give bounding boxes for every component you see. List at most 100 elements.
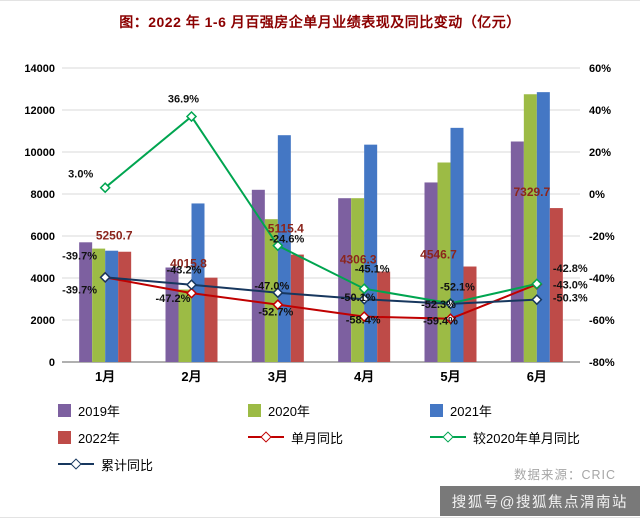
y-axis-tick: 4000 [31, 273, 55, 285]
y2-axis-tick: 20% [589, 147, 611, 159]
bar-value-label: 5115.4 [268, 222, 304, 236]
bar-2019年 [79, 242, 93, 362]
legend-label: 较2020年单月同比 [473, 430, 580, 446]
line-累计同比 [105, 276, 537, 305]
marker-累计同比 [185, 279, 198, 291]
y-axis-tick: 10000 [24, 147, 55, 159]
legend-label: 单月同比 [291, 430, 344, 446]
line-value-label: -45.1% [355, 264, 390, 276]
y-axis-tick: 12000 [24, 105, 55, 117]
bar-2019年 [424, 182, 438, 362]
legend-diamond-icon [260, 430, 272, 443]
y-axis-tick: 2000 [31, 315, 55, 327]
y2-axis-tick: -40% [589, 273, 615, 285]
bar-2020年 [351, 198, 365, 362]
bar-2021年 [105, 250, 119, 362]
legend-diamond-icon [70, 457, 82, 470]
marker-累计同比 [444, 298, 457, 310]
bar-value-label: 7329.7 [513, 185, 550, 199]
line-value-label: -59.4% [423, 316, 458, 328]
x-axis-label: 2月 [181, 369, 201, 384]
bar-2019年 [510, 141, 524, 362]
bar-value-label: 4306.3 [340, 253, 377, 267]
bar-2021年 [191, 203, 205, 362]
y-axis-tick: 14000 [24, 63, 55, 75]
marker-单月同比 [272, 299, 284, 311]
x-axis-label: 1月 [95, 369, 115, 384]
line-value-label: -50.3% [553, 293, 588, 305]
bar-value-label: 5250.7 [96, 229, 133, 243]
marker-较2020年单月同比 [272, 240, 284, 252]
legend-line-marker [248, 430, 284, 443]
legend-line-marker [430, 430, 466, 443]
x-axis-label: 6月 [527, 369, 547, 384]
chart-title: 图：2022 年 1-6 月百强房企单月业绩表现及同比变动（亿元） [119, 14, 521, 30]
x-axis-label: 3月 [268, 369, 288, 384]
legend-color-swatch [58, 430, 71, 444]
bar-2022年 [463, 266, 477, 362]
legend-label: 2022年 [78, 430, 120, 446]
marker-较2020年单月同比 [531, 278, 543, 290]
y-axis-tick: 0 [49, 357, 55, 369]
data-source-label: 数据来源：CRIC [513, 468, 616, 482]
marker-累计同比 [531, 294, 543, 306]
line-value-label: -43.2% [167, 265, 202, 277]
line-value-label: -52.3% [421, 299, 456, 311]
bar-2020年 [92, 248, 106, 362]
legend-line-marker [58, 457, 94, 470]
y2-axis-tick: 0% [589, 189, 605, 201]
marker-较2020年单月同比 [185, 110, 198, 123]
line-value-label: -42.8% [553, 263, 588, 275]
bar-2020年 [437, 162, 451, 362]
bar-2020年 [264, 219, 278, 362]
line-value-label: 36.9% [168, 94, 199, 106]
legend-item-较2020年单月同比: 较2020年单月同比 [430, 427, 598, 447]
line-value-label: -52.1% [440, 281, 475, 293]
legend-item-2021年: 2021年 [430, 400, 598, 420]
line-value-label: -24.6% [269, 234, 304, 246]
line-value-label: -50.1% [341, 292, 376, 304]
line-单月同比 [104, 276, 538, 320]
bar-2020年 [178, 289, 192, 362]
legend-diamond-icon [442, 430, 454, 443]
line-value-label: -43.0% [553, 279, 588, 291]
legend-label: 累计同比 [101, 457, 154, 473]
marker-单月同比 [185, 287, 198, 299]
legend-item-累计同比: 累计同比 [58, 454, 244, 474]
line-较2020年单月同比 [104, 115, 538, 305]
marker-累计同比 [99, 271, 111, 283]
y-axis-tick: 6000 [31, 231, 55, 243]
line-value-label: -39.7% [62, 250, 97, 262]
line-value-label: -39.7% [62, 284, 97, 296]
y2-axis-tick: -60% [589, 315, 615, 327]
marker-单月同比 [358, 311, 370, 323]
marker-单月同比 [444, 313, 457, 325]
line-value-label: 3.0% [68, 169, 93, 181]
bar-2020年 [523, 94, 537, 362]
line-value-label: -52.7% [258, 307, 293, 319]
y2-axis-tick: 40% [589, 105, 611, 117]
bar-2022年 [118, 251, 132, 362]
marker-较2020年单月同比 [358, 283, 370, 295]
chart-legend: 2019年 2020年 2021年 2022年 单月同比 较2020年单月同比累计同比 [58, 400, 598, 474]
marker-较2020年单月同比 [99, 182, 111, 194]
marker-累计同比 [358, 293, 370, 305]
legend-color-swatch [430, 403, 443, 417]
legend-label: 2019年 [78, 403, 120, 419]
legend-item-2019年: 2019年 [58, 400, 244, 420]
y-axis-tick: 8000 [31, 189, 55, 201]
x-axis-label: 5月 [440, 369, 460, 384]
legend-label: 2020年 [268, 403, 310, 419]
y2-axis-tick: -20% [589, 231, 615, 243]
line-value-label: -47.2% [156, 293, 191, 305]
bar-value-label: 4015.8 [170, 257, 207, 271]
legend-item-单月同比: 单月同比 [248, 427, 426, 447]
y2-axis-tick: -80% [589, 357, 615, 369]
bar-2022年 [549, 208, 563, 362]
bar-value-label: 4546.7 [420, 248, 457, 262]
line-value-label: -58.4% [346, 315, 381, 327]
legend-color-swatch [248, 403, 261, 417]
x-axis-label: 4月 [354, 369, 374, 384]
